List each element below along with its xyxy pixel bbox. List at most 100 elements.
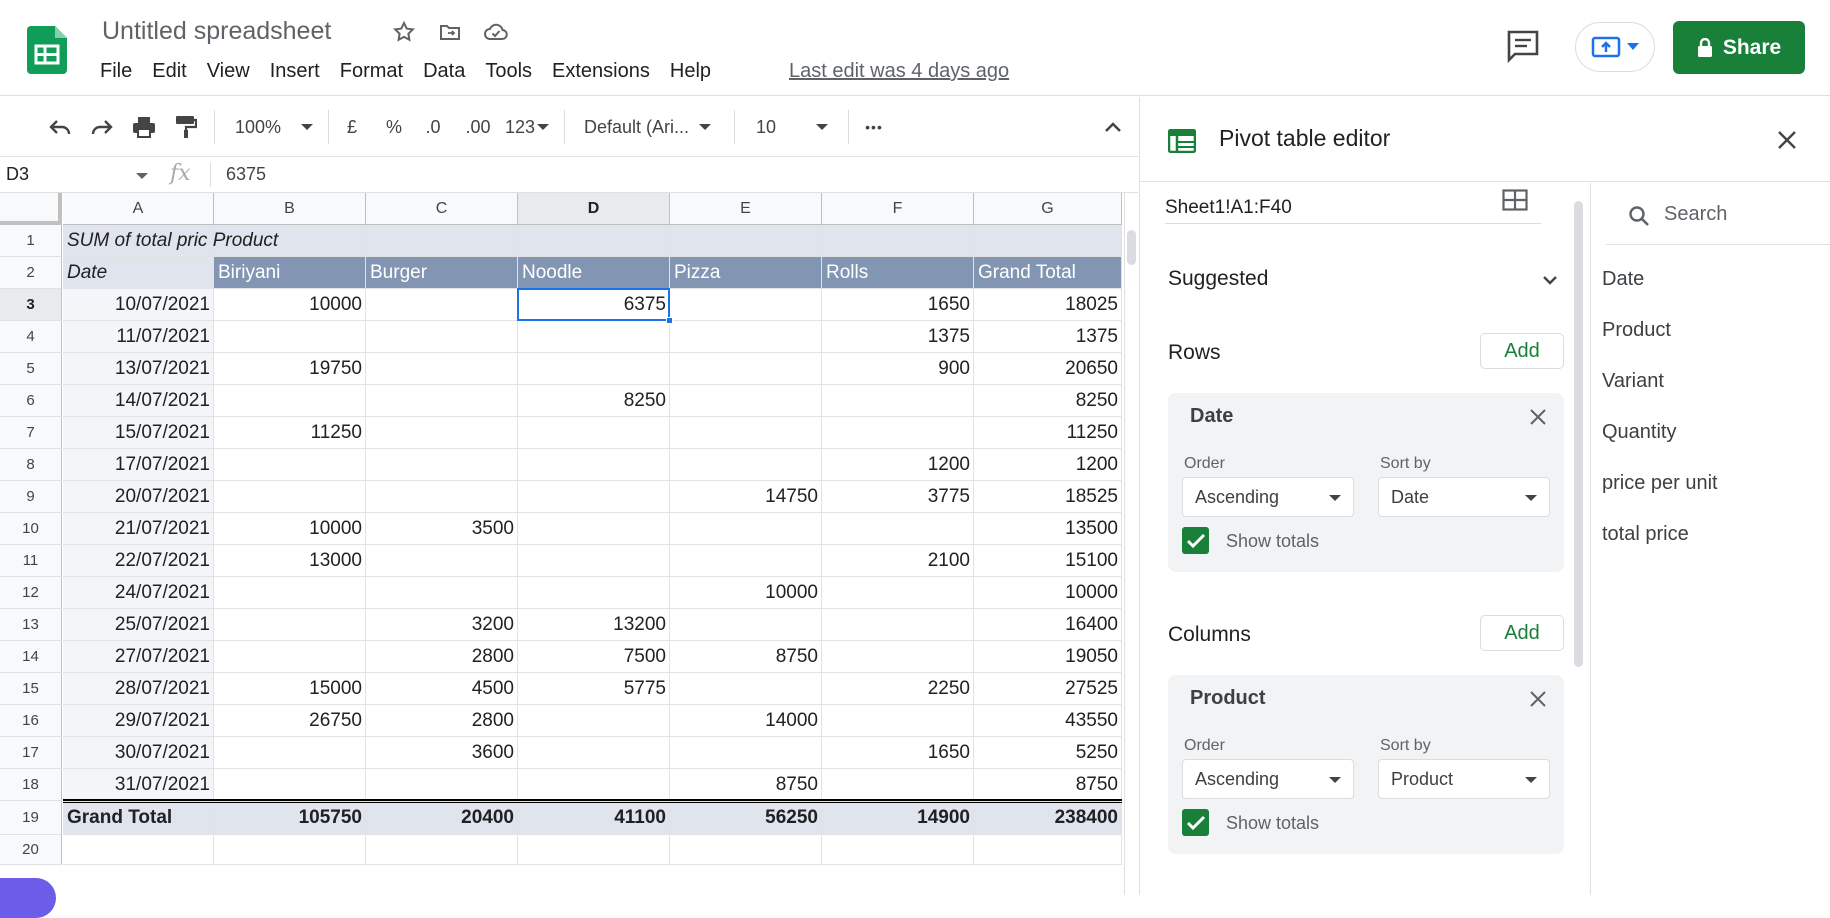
row-header-16[interactable]: 16 [0,705,62,737]
formula-input[interactable]: 6375 [226,164,267,184]
undo-icon[interactable] [44,112,76,142]
value-cell[interactable]: 3500 [471,518,514,539]
value-cell[interactable]: 18025 [1065,294,1118,315]
explore-button[interactable] [0,878,56,918]
value-cell[interactable]: 19050 [1065,646,1118,667]
currency-format-button[interactable]: £ [346,116,357,137]
date-cell[interactable]: 30/07/2021 [114,742,210,763]
value-cell[interactable]: 11250 [1066,422,1118,443]
select-all-corner[interactable] [0,193,62,225]
pivot-header-cell[interactable]: Grand Total [978,262,1076,283]
vertical-scrollbar[interactable] [1124,193,1138,895]
value-cell[interactable]: 3200 [471,614,514,635]
column-show-totals-checkbox[interactable] [1182,809,1209,836]
fill-handle[interactable] [666,317,673,324]
value-cell[interactable]: 15000 [309,678,362,699]
row-header-5[interactable]: 5 [0,353,62,385]
value-cell[interactable]: 4500 [471,678,514,699]
column-header-a[interactable]: A [63,193,214,225]
share-button[interactable]: Share [1673,21,1805,74]
column-header-c[interactable]: C [366,193,518,225]
chevron-down-icon[interactable] [136,173,148,179]
grand-total-cell[interactable]: 56250 [765,807,818,828]
value-cell[interactable]: 8750 [775,774,818,795]
select-range-icon[interactable] [1502,189,1528,211]
date-cell[interactable]: 29/07/2021 [114,710,210,731]
font-family-select[interactable]: Default (Ari... [584,112,724,142]
value-cell[interactable]: 7500 [623,646,666,667]
row-header-15[interactable]: 15 [0,673,62,705]
date-cell[interactable]: 22/07/2021 [114,550,210,571]
date-cell[interactable]: 11/07/2021 [116,326,210,347]
suggested-section[interactable]: Suggested [1168,267,1269,290]
date-cell[interactable]: 31/07/2021 [114,774,210,795]
date-cell[interactable]: 10/07/2021 [114,294,210,315]
date-cell[interactable]: 24/07/2021 [114,582,210,603]
print-icon[interactable] [128,112,160,142]
value-cell[interactable]: 1650 [927,742,970,763]
value-cell[interactable]: 26750 [309,710,362,731]
cloud-status-icon[interactable] [482,18,510,46]
row-header-11[interactable]: 11 [0,545,62,577]
selected-cell-d3[interactable] [517,288,670,321]
value-cell[interactable]: 13500 [1065,518,1118,539]
move-folder-icon[interactable] [436,18,464,46]
close-icon[interactable] [1776,129,1798,151]
row-sort-by-select[interactable]: Date [1378,477,1550,517]
value-cell[interactable]: 2250 [927,678,970,699]
field-item-price-per-unit[interactable]: price per unit [1602,472,1718,494]
value-cell[interactable]: 27525 [1065,678,1118,699]
document-title[interactable]: Untitled spreadsheet [102,17,332,45]
menu-edit[interactable]: Edit [152,60,187,82]
date-cell[interactable]: 20/07/2021 [114,486,210,507]
pivot-header-cell[interactable]: Pizza [674,262,721,283]
row-header-7[interactable]: 7 [0,417,62,449]
value-cell[interactable]: 2800 [471,710,514,731]
grand-total-cell[interactable]: 41100 [614,807,666,828]
column-order-select[interactable]: Ascending [1182,759,1354,799]
value-cell[interactable]: 5775 [623,678,666,699]
add-row-button[interactable]: Add [1480,333,1564,369]
column-header-g[interactable]: G [974,193,1122,225]
column-header-d[interactable]: D [518,193,670,225]
collapse-toolbar-icon[interactable] [1100,112,1126,142]
field-item-variant[interactable]: Variant [1602,370,1664,392]
menu-insert[interactable]: Insert [269,60,320,82]
value-cell[interactable]: 19750 [309,358,362,379]
percent-format-button[interactable]: % [385,116,402,137]
more-options-icon[interactable]: ••• [865,119,883,135]
field-item-product[interactable]: Product [1602,319,1671,341]
menu-extensions[interactable]: Extensions [552,60,650,82]
scrollbar-thumb[interactable] [1127,230,1136,265]
zoom-select[interactable]: 100% [232,112,316,142]
field-item-total-price[interactable]: total price [1602,523,1689,545]
grand-total-cell[interactable]: 20400 [461,807,514,828]
date-cell[interactable]: 25/07/2021 [114,614,210,635]
value-cell[interactable]: 10000 [309,294,362,315]
data-range-input[interactable]: Sheet1!A1:F40 [1165,197,1292,218]
row-header-20[interactable]: 20 [0,835,62,865]
menu-tools[interactable]: Tools [485,60,533,82]
row-header-8[interactable]: 8 [0,449,62,481]
row-header-3[interactable]: 3 [0,289,62,321]
value-cell[interactable]: 8750 [1075,774,1118,795]
value-cell[interactable]: 10000 [309,518,362,539]
font-size-select[interactable]: 10 [756,112,836,142]
value-cell[interactable]: 3775 [927,486,970,507]
remove-field-close-icon[interactable] [1529,408,1547,426]
decrease-decimal-button[interactable]: .0 [418,112,448,142]
value-cell[interactable]: 10000 [765,582,818,603]
date-cell[interactable]: 27/07/2021 [114,646,210,667]
value-cell[interactable]: 20650 [1065,358,1118,379]
value-cell[interactable]: 13000 [309,550,362,571]
menu-format[interactable]: Format [339,60,404,82]
pivot-header-cell[interactable]: Rolls [826,262,869,283]
value-cell[interactable]: 16400 [1065,614,1118,635]
row-header-10[interactable]: 10 [0,513,62,545]
field-search-input[interactable] [1664,203,1814,226]
value-cell[interactable]: 2100 [927,550,970,571]
star-icon[interactable] [390,18,418,46]
redo-icon[interactable] [86,112,118,142]
row-show-totals-checkbox[interactable] [1182,527,1209,554]
date-cell[interactable]: 13/07/2021 [114,358,210,379]
